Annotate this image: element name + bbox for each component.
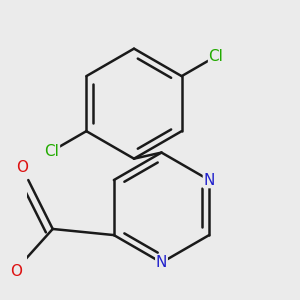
- Text: O: O: [16, 160, 28, 175]
- Text: Cl: Cl: [208, 49, 224, 64]
- Text: N: N: [156, 255, 167, 270]
- Text: Cl: Cl: [44, 143, 59, 158]
- Text: N: N: [203, 172, 215, 188]
- Text: O: O: [10, 264, 22, 279]
